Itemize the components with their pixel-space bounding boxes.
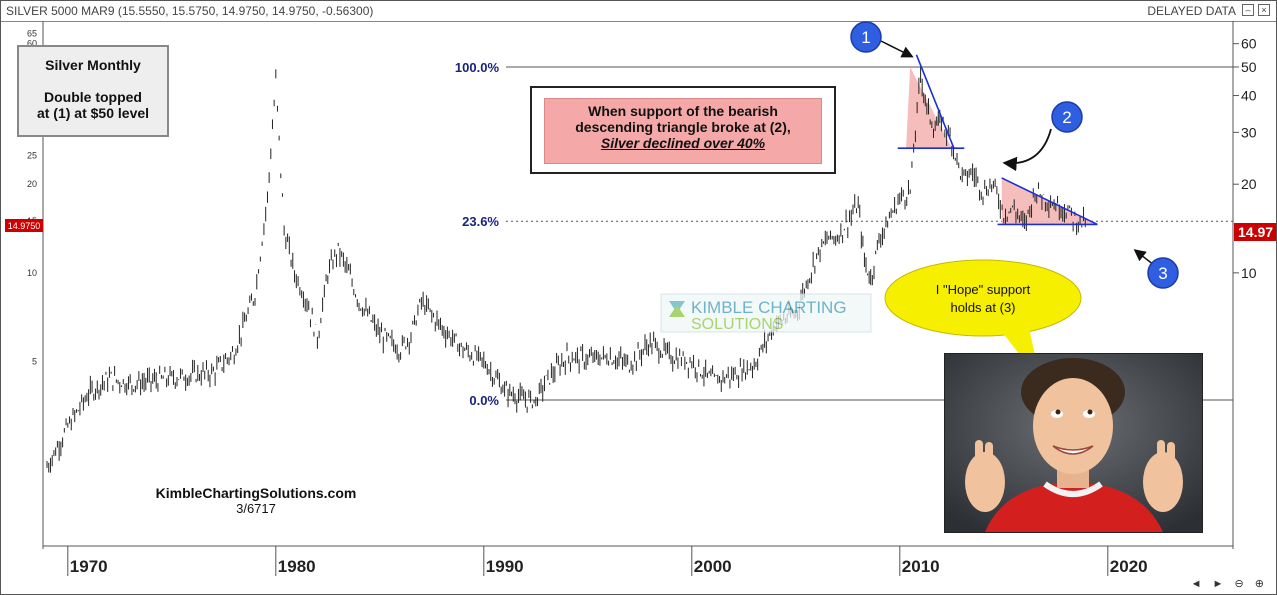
left-tick-label: 25 bbox=[27, 151, 37, 161]
svg-text:I "Hope" support: I "Hope" support bbox=[936, 282, 1031, 297]
svg-text:holds at (3): holds at (3) bbox=[950, 300, 1015, 315]
x-tick-label: 1980 bbox=[278, 557, 316, 576]
callout-line1: When support of the bearish bbox=[588, 103, 778, 119]
x-axis-ticks: 1970 1980 1990 2000 2010 2020 bbox=[67, 546, 1148, 576]
svg-text:14.9750: 14.9750 bbox=[8, 221, 41, 231]
svg-text:14.97: 14.97 bbox=[1238, 224, 1273, 240]
fib-100-label: 100.0% bbox=[455, 60, 500, 75]
right-axis-ticks: 10 20 30 40 50 60 bbox=[1233, 36, 1257, 281]
marker-1: 1 bbox=[850, 21, 882, 53]
triangle-1-resistance bbox=[915, 54, 955, 149]
left-tick-label: 10 bbox=[27, 268, 37, 278]
note-line3: at (1) at $50 level bbox=[36, 105, 150, 121]
callout-line2: descending triangle broke at (2), bbox=[575, 119, 791, 135]
close-button[interactable]: × bbox=[1258, 4, 1270, 16]
marker-3: 3 bbox=[1147, 257, 1179, 289]
right-tick-label: 40 bbox=[1241, 88, 1257, 104]
note-line2: Double topped bbox=[44, 89, 142, 105]
left-tick-label: 65 bbox=[27, 28, 37, 38]
minimize-button[interactable]: – bbox=[1242, 4, 1254, 16]
x-tick-label: 2020 bbox=[1110, 557, 1148, 576]
price-badge-left: 14.9750 bbox=[5, 219, 43, 232]
x-tick-label: 1970 bbox=[70, 557, 108, 576]
right-tick-label: 60 bbox=[1241, 36, 1257, 52]
triangle-2-resistance bbox=[1001, 177, 1098, 226]
symbol-title: SILVER 5000 MAR9 (15.5550, 15.5750, 14.9… bbox=[6, 4, 374, 18]
svg-text:1: 1 bbox=[861, 28, 870, 47]
scroll-controls[interactable]: ◄ ► ⊖ ⊕ bbox=[1190, 578, 1268, 590]
x-tick-label: 2000 bbox=[694, 557, 732, 576]
x-tick-label: 2010 bbox=[902, 557, 940, 576]
price-bars bbox=[46, 66, 1086, 473]
triangle-callout: When support of the bearish descending t… bbox=[530, 86, 836, 174]
chart-header: SILVER 5000 MAR9 (15.5550, 15.5750, 14.9… bbox=[1, 1, 1276, 22]
left-tick-label: 20 bbox=[27, 179, 37, 189]
watermark: KIMBLE CHARTING SOLUTIONS bbox=[660, 293, 872, 333]
note-title: Silver Monthly bbox=[45, 57, 141, 73]
fib-236-label: 23.6% bbox=[462, 214, 499, 229]
right-tick-label: 20 bbox=[1241, 176, 1257, 192]
left-tick-label: 60 bbox=[27, 39, 37, 49]
arrow-2 bbox=[1002, 128, 1052, 172]
fib-0-label: 0.0% bbox=[469, 393, 499, 408]
credit-date: 3/6717 bbox=[236, 501, 276, 516]
x-tick-label: 1990 bbox=[486, 557, 524, 576]
silver-monthly-note: Silver Monthly Double topped at (1) at $… bbox=[17, 45, 169, 137]
svg-text:KIMBLE CHARTING: KIMBLE CHARTING bbox=[691, 298, 847, 317]
left-tick-label: 5 bbox=[32, 357, 37, 367]
arrow-1 bbox=[880, 40, 914, 58]
callout-fill: When support of the bearish descending t… bbox=[544, 98, 822, 164]
callout-line3: Silver declined over 40% bbox=[600, 135, 766, 151]
credit-text: KimbleChartingSolutions.com 3/6717 bbox=[141, 485, 371, 516]
credit-site: KimbleChartingSolutions.com bbox=[155, 485, 357, 501]
price-badge-right: 14.97 bbox=[1234, 223, 1276, 241]
person-illustration bbox=[945, 354, 1202, 532]
svg-text:2: 2 bbox=[1062, 108, 1071, 127]
svg-text:SOLUTIONS: SOLUTIONS bbox=[691, 316, 783, 333]
right-tick-label: 50 bbox=[1241, 59, 1257, 75]
svg-text:3: 3 bbox=[1158, 264, 1167, 283]
hopeful-person-photo bbox=[944, 353, 1203, 533]
right-tick-label: 30 bbox=[1241, 124, 1257, 140]
marker-2: 2 bbox=[1051, 101, 1083, 133]
delayed-data-label: DELAYED DATA bbox=[1147, 4, 1236, 18]
right-tick-label: 10 bbox=[1241, 265, 1257, 281]
